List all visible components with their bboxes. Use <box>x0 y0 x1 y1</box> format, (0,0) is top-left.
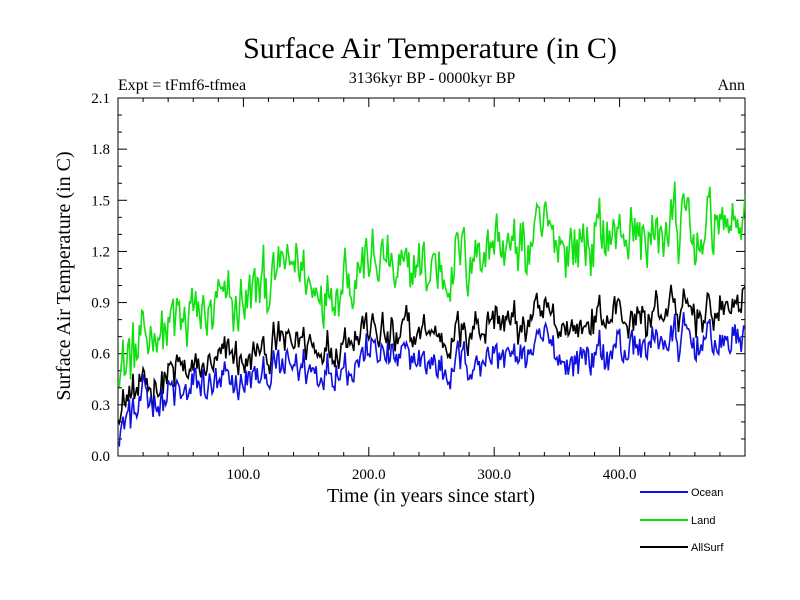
series-line-allsurf <box>118 284 745 426</box>
experiment-label: Expt = tFmf6-tfmea <box>118 77 246 94</box>
y-tick-label-0: 0.0 <box>91 449 110 465</box>
legend-label-allsurf: AllSurf <box>691 542 724 554</box>
y-tick-label-2: 0.6 <box>91 347 110 363</box>
y-tick-label-6: 1.8 <box>91 142 110 158</box>
legend-label-land: Land <box>691 515 715 527</box>
chart-subtitle: 3136kyr BP - 0000kyr BP <box>349 70 516 87</box>
y-tick-label-7: 2.1 <box>91 91 110 107</box>
x-tick-label-2: 300.0 <box>477 467 511 483</box>
x-axis-title: Time (in years since start) <box>327 485 535 507</box>
legend: Ocean Land AllSurf <box>640 487 724 554</box>
x-tick-label-0: 100.0 <box>227 467 261 483</box>
y-tick-label-3: 0.9 <box>91 296 110 312</box>
series-line-ocean <box>118 312 745 448</box>
y-tick-label-4: 1.2 <box>91 244 110 260</box>
ticks-layer: 100.0 200.0 300.0 400.0 0.0 0.3 0.6 0.9 1.2 1.5 1.… <box>91 91 745 483</box>
period-label: Ann <box>717 77 745 94</box>
x-tick-label-3: 400.0 <box>603 467 637 483</box>
y-tick-label-1: 0.3 <box>91 398 110 414</box>
series-layer <box>118 181 745 448</box>
y-axis-title: Surface Air Temperature (in C) <box>53 151 75 400</box>
chart-title: Surface Air Temperature (in C) <box>243 32 617 65</box>
x-tick-label-1: 200.0 <box>352 467 386 483</box>
legend-label-ocean: Ocean <box>691 487 723 499</box>
plot-frame <box>117 97 746 457</box>
series-line-land <box>118 181 745 388</box>
y-tick-label-5: 1.5 <box>91 193 110 209</box>
